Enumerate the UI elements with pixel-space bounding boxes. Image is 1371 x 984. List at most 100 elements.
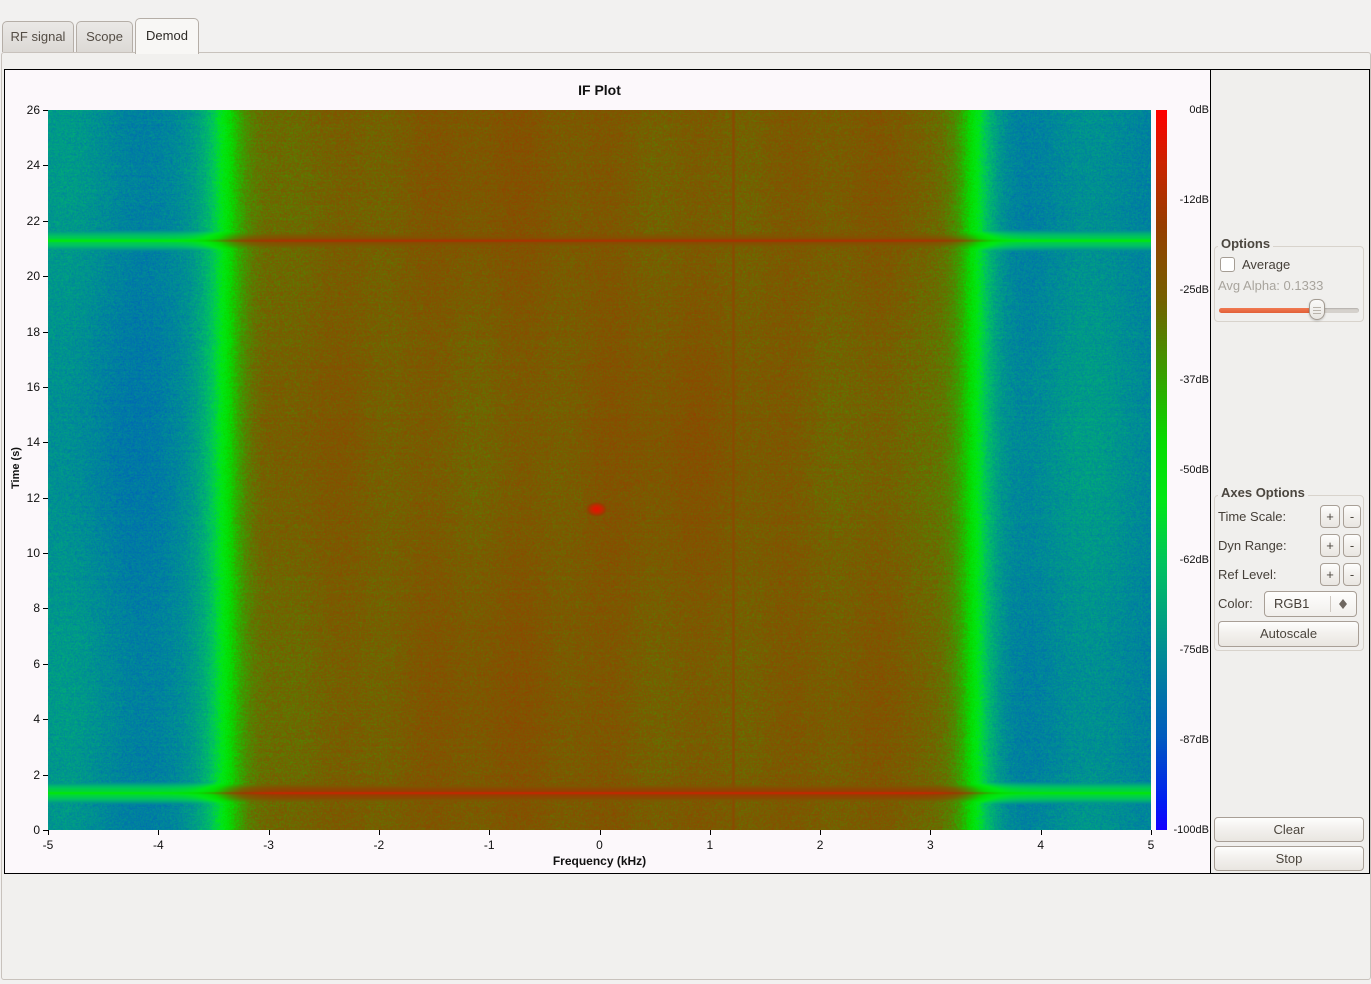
x-tick-label: -3 <box>263 838 274 852</box>
slider-handle[interactable] <box>1309 299 1325 320</box>
color-select-value: RGB1 <box>1274 596 1310 611</box>
options-group-frame <box>1214 246 1364 322</box>
y-tick-label: 26 <box>26 103 40 117</box>
y-tick-label: 10 <box>26 546 40 561</box>
x-tick-label: 4 <box>1037 838 1045 852</box>
x-tick-mark <box>158 830 160 835</box>
avg-alpha-slider[interactable] <box>1219 298 1359 322</box>
tab-rf-signal[interactable]: RF signal <box>2 21 74 52</box>
axes-options-group-title: Axes Options <box>1218 485 1308 500</box>
y-tick-mark <box>43 719 48 721</box>
avg-alpha-label: Avg Alpha: 0.1333 <box>1218 278 1324 293</box>
y-tick-mark <box>43 442 48 444</box>
dyn-range-plus-button[interactable]: + <box>1320 534 1340 557</box>
autoscale-button[interactable]: Autoscale <box>1218 621 1359 647</box>
y-tick-mark <box>43 276 48 278</box>
colorbar-db-label: -62dB <box>1179 554 1209 566</box>
demod-tab-content: IF Plot Time (s) Frequency (kHz) 0 2 4 6 8 10… <box>1 52 1371 980</box>
time-scale-label: Time Scale: <box>1218 509 1287 524</box>
ref-level-label: Ref Level: <box>1218 567 1277 582</box>
x-tick-mark <box>599 830 601 835</box>
average-checkbox[interactable] <box>1220 257 1235 272</box>
y-tick-label: 22 <box>26 213 40 228</box>
slider-grip <box>1313 307 1321 308</box>
y-tick-label: 14 <box>26 435 40 450</box>
x-tick-mark <box>1040 830 1042 835</box>
y-tick-mark <box>43 165 48 167</box>
colorbar-db-label: -25dB <box>1179 284 1209 296</box>
y-tick-label: 24 <box>26 158 40 173</box>
y-tick-label: 18 <box>26 324 40 339</box>
colorbar <box>1156 110 1167 830</box>
colorbar-db-label: -50dB <box>1179 464 1209 476</box>
clear-button[interactable]: Clear <box>1214 817 1364 842</box>
colorbar-db-label: 0dB <box>1189 104 1209 116</box>
x-tick-label: -2 <box>373 838 385 852</box>
slider-grip <box>1313 313 1321 314</box>
plot-title: IF Plot <box>578 82 621 98</box>
x-tick-mark <box>48 830 49 835</box>
ref-level-plus-button[interactable]: + <box>1320 563 1340 586</box>
time-scale-plus-button[interactable]: + <box>1320 505 1340 528</box>
tab-demod[interactable]: Demod <box>135 18 199 54</box>
x-tick-mark <box>820 830 822 835</box>
y-tick-mark <box>43 553 48 555</box>
y-tick-label: 20 <box>26 269 40 284</box>
combo-separator <box>1330 596 1331 612</box>
spin-up-icon[interactable] <box>1339 599 1347 604</box>
x-tick-mark <box>268 830 270 835</box>
options-group-title: Options <box>1218 236 1274 251</box>
y-tick-label: 16 <box>26 379 40 394</box>
time-scale-minus-button[interactable]: - <box>1343 505 1361 528</box>
y-tick-label: 0 <box>33 823 40 837</box>
y-tick-mark <box>43 497 48 499</box>
x-tick-mark <box>489 830 491 835</box>
control-panel: Options Average Avg Alpha: 0.1333 Axes O… <box>1210 70 1369 873</box>
x-tick-mark <box>378 830 380 835</box>
y-tick-label: 4 <box>33 712 40 727</box>
waterfall-panel: IF Plot Time (s) Frequency (kHz) 0 2 4 6 8 10… <box>4 69 1370 874</box>
colorbar-db-label: -12dB <box>1179 194 1209 206</box>
colorbar-db-label: -87dB <box>1179 734 1209 746</box>
colorbar-db-label: -75dB <box>1179 644 1209 656</box>
y-tick-mark <box>43 331 48 333</box>
colorbar-db-label: -37dB <box>1179 374 1209 386</box>
spin-down-icon[interactable] <box>1339 604 1347 609</box>
y-tick-mark <box>43 220 48 222</box>
dyn-range-label: Dyn Range: <box>1218 538 1287 553</box>
y-tick-label: 12 <box>26 490 40 505</box>
x-tick-label: -1 <box>483 838 495 852</box>
colorbar-db-label: -100dB <box>1173 824 1209 836</box>
y-tick-label: 2 <box>33 767 40 782</box>
slider-grip <box>1313 310 1321 311</box>
x-tick-label: 1 <box>706 838 714 852</box>
waterfall-canvas[interactable] <box>48 110 1151 830</box>
x-tick-mark <box>1151 830 1152 835</box>
color-label: Color: <box>1218 596 1253 611</box>
x-tick-label: -4 <box>152 838 164 852</box>
x-tick-label: 3 <box>927 838 934 852</box>
y-tick-label: 8 <box>33 601 40 616</box>
y-tick-label: 6 <box>33 656 40 671</box>
stop-button[interactable]: Stop <box>1214 846 1364 871</box>
tab-scope[interactable]: Scope <box>76 21 133 52</box>
x-tick-label: 0 <box>596 838 603 852</box>
y-tick-mark <box>43 663 48 665</box>
x-tick-mark <box>930 830 932 835</box>
average-checkbox-label: Average <box>1242 257 1291 272</box>
y-tick-mark <box>43 774 48 776</box>
y-tick-mark <box>43 830 48 831</box>
slider-fill <box>1219 308 1317 313</box>
if-plot: IF Plot Time (s) Frequency (kHz) 0 2 4 6 8 10… <box>5 70 1210 873</box>
x-axis-label: Frequency (kHz) <box>552 854 647 868</box>
color-select[interactable]: RGB1 <box>1264 591 1357 617</box>
x-tick-label: -5 <box>42 838 54 852</box>
y-tick-mark <box>43 386 48 388</box>
x-tick-mark <box>709 830 711 835</box>
y-tick-mark <box>43 110 48 111</box>
y-tick-mark <box>43 608 48 610</box>
dyn-range-minus-button[interactable]: - <box>1343 534 1361 557</box>
x-tick-label: 5 <box>1147 838 1155 852</box>
ref-level-minus-button[interactable]: - <box>1343 563 1361 586</box>
x-tick-label: 2 <box>816 838 824 852</box>
